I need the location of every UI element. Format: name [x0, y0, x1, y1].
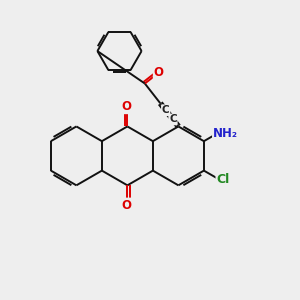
Text: NH₂: NH₂	[213, 127, 238, 140]
Text: C: C	[169, 115, 177, 124]
Text: C: C	[162, 105, 169, 115]
Text: O: O	[154, 66, 164, 79]
Text: O: O	[122, 100, 132, 113]
Text: O: O	[122, 199, 132, 212]
Text: Cl: Cl	[217, 173, 230, 186]
